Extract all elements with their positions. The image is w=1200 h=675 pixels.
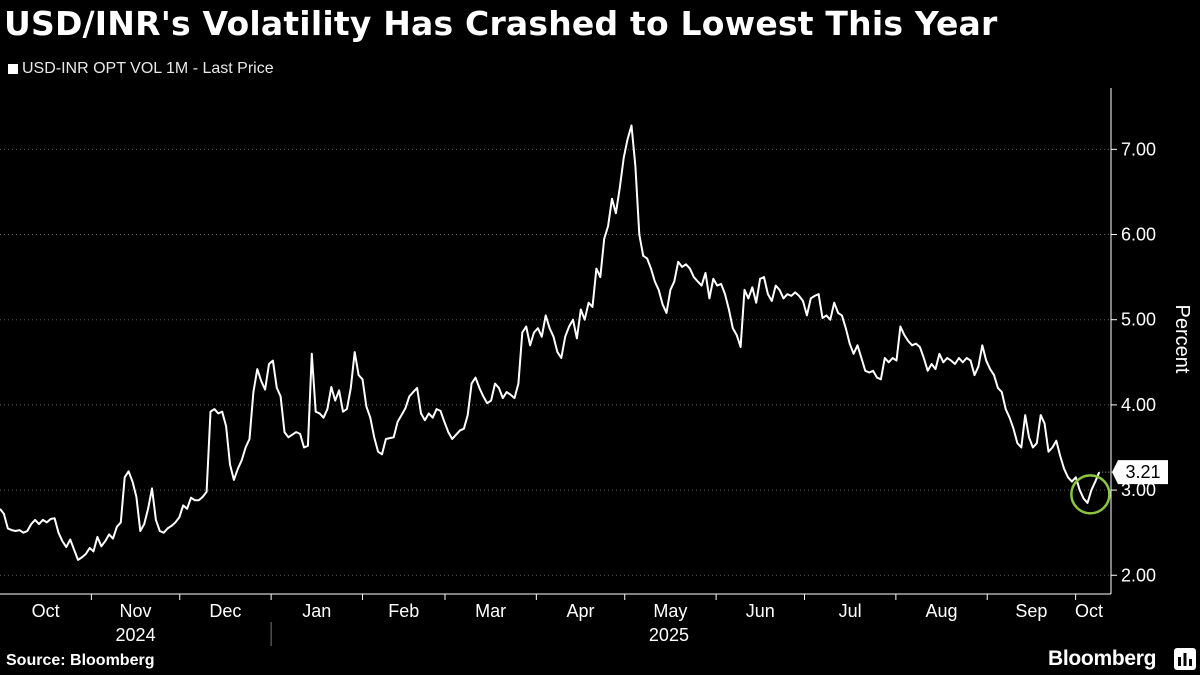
low-highlight-circle — [1070, 474, 1111, 515]
x-tick-label: Aug — [926, 601, 958, 621]
x-tick-label: Dec — [209, 601, 241, 621]
bloomberg-logo: Bloomberg — [1048, 647, 1157, 670]
series-line — [0, 124, 1101, 561]
series-layer — [0, 124, 1101, 561]
x-tick-label: Nov — [120, 601, 152, 621]
x-tick-label: Apr — [567, 601, 595, 621]
annotations: 3.21 — [1070, 460, 1168, 515]
legend: USD-INR OPT VOL 1M - Last Price — [8, 60, 274, 78]
x-tick-label: Feb — [388, 601, 419, 621]
legend-swatch — [8, 64, 18, 74]
y-tick-label: 3.00 — [1121, 480, 1156, 500]
x-tick-label: Sep — [1015, 601, 1047, 621]
x-tick-label: Jul — [839, 601, 862, 621]
x-tick-label: Jun — [746, 601, 775, 621]
last-value-flag — [1112, 460, 1168, 485]
y-tick-label: 4.00 — [1121, 395, 1156, 415]
x-tick-label: Jan — [302, 601, 331, 621]
y-tick-label: 6.00 — [1121, 225, 1156, 245]
x-tick-label: Mar — [475, 601, 506, 621]
chart-title: USD/INR's Volatility Has Crashed to Lowe… — [4, 4, 998, 43]
x-tick-label: Oct — [32, 601, 60, 621]
y-tick-label: 2.00 — [1121, 565, 1156, 585]
axes — [0, 88, 1117, 646]
year-label: 2024 — [116, 625, 156, 645]
y-axis-title: Percent — [1171, 305, 1193, 374]
y-tick-label: 5.00 — [1121, 310, 1156, 330]
year-label: 2025 — [649, 625, 689, 645]
x-tick-label: May — [653, 601, 687, 621]
source-note: Source: Bloomberg — [6, 652, 155, 669]
legend-label: USD-INR OPT VOL 1M - Last Price — [22, 60, 274, 77]
tick-labels: 2.00 3.00 4.00 5.00 6.00 7.00 Percent Oct Nov Dec… — [32, 139, 1193, 645]
y-tick-label: 7.00 — [1121, 139, 1156, 159]
x-tick-label: Oct — [1075, 601, 1103, 621]
bloomberg-chart-icon — [1174, 648, 1196, 670]
last-value-label: 3.21 — [1125, 462, 1160, 482]
